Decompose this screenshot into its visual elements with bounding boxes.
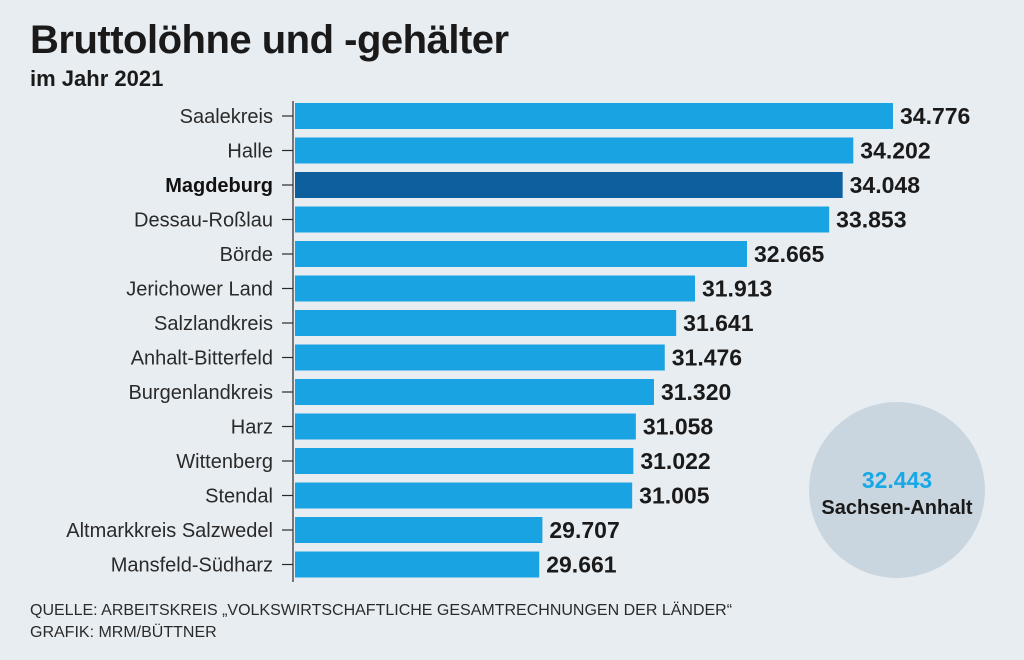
bar-mansfeld-südharz [295,551,540,578]
bar-altmarkkreis-salzwedel [295,517,543,543]
category-label: Wittenberg [176,451,273,473]
value-label: 29.707 [549,517,619,543]
average-label: Sachsen-Anhalt [821,497,972,519]
bar-börde [295,241,747,267]
category-label: Anhalt-Bitterfeld [131,348,273,370]
value-label: 31.058 [643,414,714,440]
bar-jerichower-land [295,275,695,302]
average-value: 32.443 [862,467,932,493]
chart-title: Bruttolöhne und -gehälter [30,18,509,62]
bars-group [295,103,893,578]
category-label: Harz [231,417,273,439]
category-label: Magdeburg [165,175,273,197]
category-label: Salzlandkreis [154,313,273,335]
bar-stendal [295,482,633,509]
value-label: 34.048 [850,172,921,198]
bar-saalekreis [295,103,893,129]
value-label: 33.853 [836,207,906,233]
source-note: QUELLE: ARBEITSKREIS „VOLKSWIRTSCHAFTLIC… [30,602,733,619]
bar-burgenlandkreis [295,379,654,405]
category-label: Halle [227,141,273,163]
credit-note: GRAFIK: MRM/BÜTTNER [30,624,217,641]
category-label: Börde [220,244,273,266]
value-label: 32.665 [754,241,825,267]
category-label: Dessau-Roßlau [134,210,273,232]
value-label: 34.202 [860,138,930,164]
category-label: Stendal [205,486,273,508]
label-group: Saalekreis 34.776 Halle 34.202 Magdeburg 34.0… [66,103,970,578]
category-label: Altmarkkreis Salzwedel [66,520,273,542]
value-label: 29.661 [546,552,617,578]
bar-chart: Saalekreis 34.776 Halle 34.202 Magdeburg 34.0… [66,101,985,582]
category-label: Mansfeld-Südharz [111,555,273,577]
chart-subtitle: im Jahr 2021 [30,66,164,91]
value-label: 31.022 [640,448,710,474]
value-label: 31.913 [702,276,772,302]
value-label: 31.005 [639,483,710,509]
value-label: 31.641 [683,310,754,336]
value-label: 31.476 [672,345,742,371]
bar-anhalt-bitterfeld [295,344,665,371]
value-label: 31.320 [661,379,731,405]
bar-dessau-roßlau [295,206,830,233]
bar-halle [295,137,854,164]
category-label: Burgenlandkreis [128,382,273,404]
footer: QUELLE: ARBEITSKREIS „VOLKSWIRTSCHAFTLIC… [30,600,732,644]
tick-group [282,115,293,566]
bar-salzlandkreis [295,310,677,336]
average-circle [809,402,985,578]
value-label: 34.776 [900,103,970,129]
bar-wittenberg [295,448,634,474]
category-label: Jerichower Land [126,279,273,301]
bar-harz [295,413,636,440]
bar-magdeburg [295,172,843,198]
category-label: Saalekreis [180,106,273,128]
